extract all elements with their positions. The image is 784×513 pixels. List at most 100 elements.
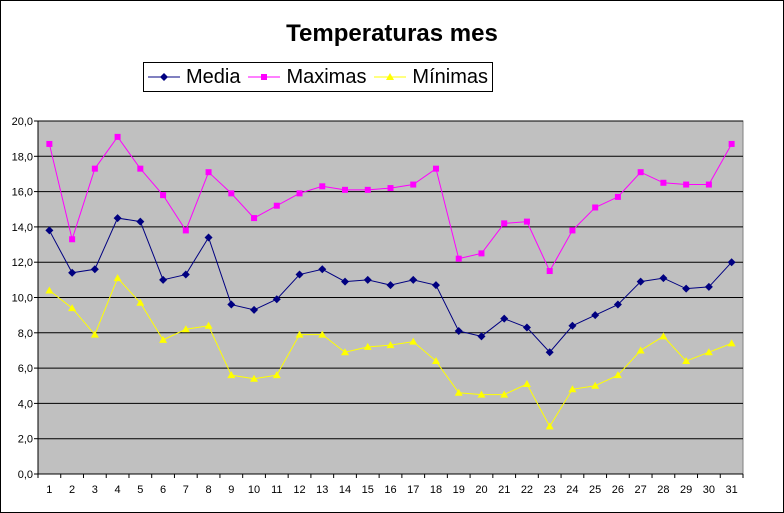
x-tick-label: 14 xyxy=(339,484,351,496)
minimas-point xyxy=(409,337,418,345)
x-tick-label: 7 xyxy=(183,484,189,496)
maximas-point xyxy=(387,185,394,192)
maximas-point xyxy=(364,186,371,193)
minimas-point xyxy=(522,379,531,387)
minimas-point xyxy=(204,321,213,329)
minimas-point xyxy=(341,348,350,356)
maximas-point xyxy=(523,218,530,225)
x-tick-label: 24 xyxy=(566,484,578,496)
legend-swatch-maximas xyxy=(248,74,281,80)
maximas-point xyxy=(160,192,167,199)
x-tick-label: 5 xyxy=(137,484,143,496)
legend-label: Maximas xyxy=(286,65,367,88)
x-tick-label: 20 xyxy=(475,484,487,496)
maximas-point xyxy=(592,204,599,211)
maximas-point xyxy=(410,181,417,188)
maximas-point xyxy=(182,227,189,234)
minimas-point xyxy=(727,339,736,347)
media-point xyxy=(68,268,77,277)
x-tick-label: 15 xyxy=(362,484,374,496)
media-point xyxy=(591,311,600,320)
x-tick-label: 19 xyxy=(453,484,465,496)
minimas-point xyxy=(500,390,509,398)
media-point xyxy=(522,323,531,332)
x-tick-label: 27 xyxy=(635,484,647,496)
legend: Media Maximas Mínimas xyxy=(143,62,493,92)
maximas-point xyxy=(69,236,76,243)
maximas-point xyxy=(251,215,258,222)
maximas-point xyxy=(660,179,667,186)
x-tick-label: 13 xyxy=(316,484,328,496)
media-point xyxy=(159,275,168,284)
x-tick-label: 4 xyxy=(115,484,121,496)
y-tick-label: 20,0 xyxy=(12,116,33,128)
media-point xyxy=(727,258,736,267)
series-layer xyxy=(45,133,736,430)
x-tick-label: 31 xyxy=(726,484,738,496)
media-point xyxy=(477,332,486,341)
minimas-point xyxy=(545,422,554,430)
y-tick-label: 10,0 xyxy=(12,293,33,305)
media-point xyxy=(227,300,236,309)
minimas-point xyxy=(68,304,77,312)
legend-maximas-point xyxy=(261,74,268,80)
legend-swatch-media xyxy=(147,73,180,81)
y-tick-label: 12,0 xyxy=(12,257,33,269)
media-point xyxy=(90,265,99,274)
x-tick-label: 2 xyxy=(69,484,75,496)
x-tick-label: 23 xyxy=(544,484,556,496)
y-tick-label: 6,0 xyxy=(18,363,33,375)
x-tick-label: 8 xyxy=(206,484,212,496)
maximas-point xyxy=(455,255,462,262)
minimas-point xyxy=(159,335,168,343)
media-point xyxy=(113,214,122,223)
maximas-point xyxy=(614,193,621,200)
y-tick-label: 18,0 xyxy=(12,151,33,163)
minimas-point xyxy=(113,274,122,282)
legend-swatch-minimas xyxy=(374,73,407,80)
series-minimas xyxy=(45,274,736,430)
x-tick-label: 21 xyxy=(498,484,510,496)
legend-label: Media xyxy=(185,65,241,88)
media-point xyxy=(136,217,145,226)
media-point xyxy=(341,277,350,286)
legend-item-minimas: Mínimas xyxy=(374,66,488,89)
x-tick-label: 25 xyxy=(589,484,601,496)
minimas-point xyxy=(636,346,645,354)
minimas-point xyxy=(477,390,486,398)
media-point xyxy=(318,265,327,274)
minimas-point xyxy=(568,385,577,393)
minimas-point xyxy=(431,357,440,365)
minimas-point xyxy=(136,298,145,306)
minimas-point xyxy=(250,374,259,382)
maximas-point xyxy=(432,165,439,172)
x-tick-label: 16 xyxy=(384,484,396,496)
x-tick-label: 28 xyxy=(657,484,669,496)
media-point xyxy=(636,277,645,286)
x-tick-label: 17 xyxy=(407,484,419,496)
minimas-point xyxy=(295,330,304,338)
x-tick-label: 10 xyxy=(248,484,260,496)
minimas-point xyxy=(272,371,281,379)
x-tick-label: 29 xyxy=(680,484,692,496)
y-tick-label: 8,0 xyxy=(18,328,33,340)
media-point xyxy=(704,282,713,291)
media-point xyxy=(386,281,395,290)
legend-minimas-point xyxy=(386,73,395,80)
y-tick-label: 2,0 xyxy=(18,434,33,446)
minimas-point xyxy=(613,371,622,379)
media-point xyxy=(295,270,304,279)
maximas-point xyxy=(296,190,303,197)
legend-item-maximas: Maximas xyxy=(248,66,366,89)
media-point xyxy=(613,300,622,309)
media-point xyxy=(682,284,691,293)
x-tick-label: 3 xyxy=(92,484,98,496)
media-point xyxy=(568,321,577,330)
minimas-point xyxy=(454,388,463,396)
minimas-point xyxy=(659,332,668,340)
maximas-point xyxy=(501,220,508,227)
minimas-point xyxy=(181,325,190,333)
media-point xyxy=(45,226,54,235)
maximas-point xyxy=(705,181,712,188)
